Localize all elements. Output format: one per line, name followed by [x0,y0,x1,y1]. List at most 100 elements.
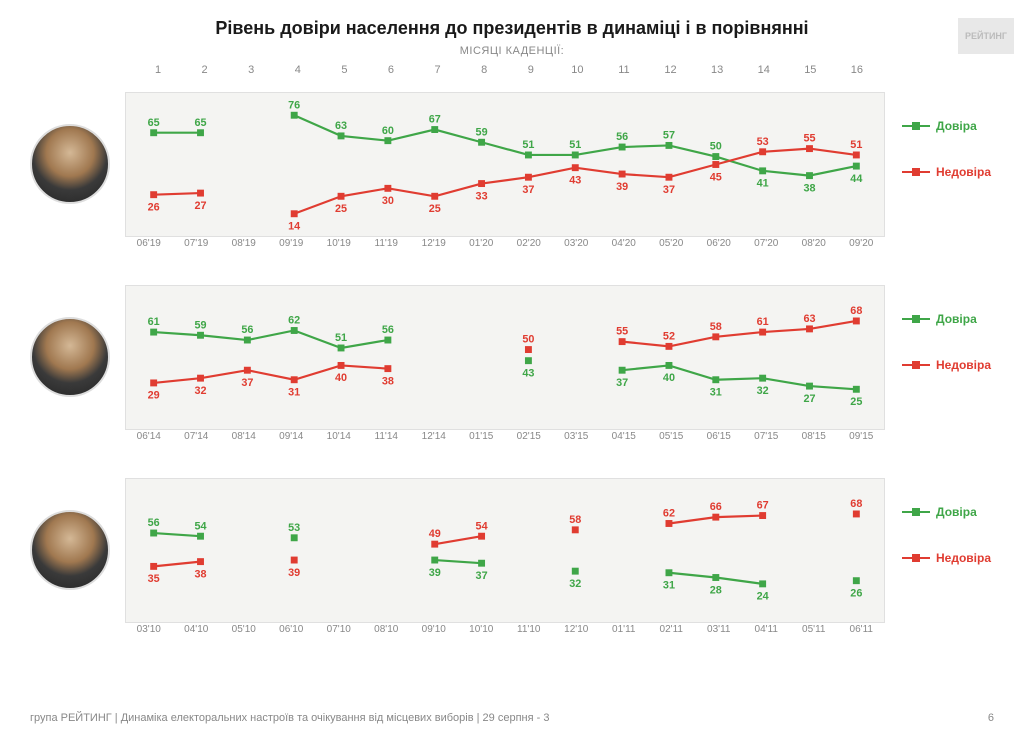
svg-text:40: 40 [335,372,347,384]
x-axis-labels: 03'1004'1005'1006'1007'1008'1009'1010'10… [125,624,885,635]
svg-text:51: 51 [850,139,862,151]
legend-distrust: Недовіра [902,358,1012,372]
x-tick-label: 03'15 [553,431,601,442]
x-tick-label: 04'11 [743,624,791,635]
svg-text:37: 37 [663,184,675,196]
svg-text:56: 56 [241,324,253,336]
x-tick-label: 07'14 [173,431,221,442]
x-tick-label: 11'19 [363,238,411,249]
month-number: 16 [834,64,880,76]
svg-text:56: 56 [148,517,160,529]
chart-subtitle: МІСЯЦІ КАДЕНЦІЇ: [0,45,1024,57]
svg-text:68: 68 [850,498,862,510]
legend-distrust-label: Недовіра [936,165,991,179]
svg-text:32: 32 [569,578,581,590]
legend: Довіра Недовіра [902,312,1012,404]
legend-marker-icon [902,364,930,366]
svg-text:31: 31 [710,387,722,399]
legend-trust: Довіра [902,119,1012,133]
legend-marker-icon [902,171,930,173]
month-number: 12 [648,64,694,76]
legend-distrust-label: Недовіра [936,551,991,565]
svg-text:14: 14 [288,221,300,233]
svg-text:37: 37 [476,570,488,582]
svg-text:32: 32 [194,385,206,397]
svg-text:55: 55 [616,326,628,338]
month-number-row: 12345678910111213141516 [135,64,880,76]
x-tick-label: 02'20 [505,238,553,249]
footer-left: група РЕЙТИНГ | Динаміка електоральних н… [30,712,549,724]
month-number: 6 [368,64,414,76]
x-tick-label: 01'15 [458,431,506,442]
chart-svg: 6565766360675951515657504138442627142530… [126,93,884,236]
svg-text:61: 61 [757,316,769,328]
legend-trust-label: Довіра [936,505,977,519]
x-tick-label: 08'14 [220,431,268,442]
svg-text:26: 26 [148,201,160,213]
x-tick-label: 08'19 [220,238,268,249]
x-tick-label: 05'10 [220,624,268,635]
x-tick-label: 07'20 [743,238,791,249]
month-number: 7 [415,64,461,76]
svg-text:39: 39 [429,567,441,579]
svg-text:38: 38 [803,182,815,194]
svg-text:67: 67 [757,500,769,512]
svg-text:65: 65 [194,117,206,129]
svg-text:76: 76 [288,99,300,111]
svg-text:37: 37 [241,377,253,389]
svg-text:59: 59 [194,319,206,331]
x-tick-label: 06'20 [695,238,743,249]
legend-trust-label: Довіра [936,312,977,326]
month-number: 8 [461,64,507,76]
x-tick-label: 12'14 [410,431,458,442]
month-number: 15 [787,64,833,76]
x-tick-label: 05'11 [790,624,838,635]
svg-text:54: 54 [476,520,488,532]
legend: Довіра Недовіра [902,119,1012,211]
svg-text:45: 45 [710,171,722,183]
month-number: 4 [275,64,321,76]
svg-text:40: 40 [663,372,675,384]
x-tick-label: 11'10 [505,624,553,635]
legend-trust-label: Довіра [936,119,977,133]
svg-text:58: 58 [569,514,581,526]
president-avatar [30,510,110,590]
svg-text:39: 39 [616,181,628,193]
svg-text:31: 31 [663,580,675,592]
svg-text:29: 29 [148,390,160,402]
legend-marker-icon [902,511,930,513]
x-tick-label: 09'20 [838,238,886,249]
legend: Довіра Недовіра [902,505,1012,597]
svg-text:31: 31 [288,387,300,399]
footer-right: 6 [988,712,994,724]
svg-text:39: 39 [288,567,300,579]
president-avatar [30,317,110,397]
svg-text:55: 55 [803,133,815,145]
svg-text:25: 25 [335,203,347,215]
x-tick-label: 03'20 [553,238,601,249]
svg-text:59: 59 [476,126,488,138]
x-tick-label: 04'10 [173,624,221,635]
svg-text:44: 44 [850,173,862,185]
svg-text:62: 62 [288,315,300,327]
svg-text:57: 57 [663,130,675,142]
svg-text:67: 67 [429,114,441,126]
svg-text:63: 63 [803,313,815,325]
x-tick-label: 09'15 [838,431,886,442]
legend-marker-icon [902,318,930,320]
x-tick-label: 09'14 [268,431,316,442]
svg-text:33: 33 [476,190,488,202]
x-axis-labels: 06'1407'1408'1409'1410'1411'1412'1401'15… [125,431,885,442]
x-tick-label: 03'11 [695,624,743,635]
x-tick-label: 12'10 [553,624,601,635]
month-number: 1 [135,64,181,76]
x-tick-label: 07'19 [173,238,221,249]
chart-row: 6159566251564337403132272529323731403850… [0,277,1024,462]
svg-text:60: 60 [382,125,394,137]
x-tick-label: 01'20 [458,238,506,249]
x-tick-label: 06'15 [695,431,743,442]
legend-distrust-label: Недовіра [936,358,991,372]
svg-text:38: 38 [382,375,394,387]
svg-text:51: 51 [569,139,581,151]
x-tick-label: 03'10 [125,624,173,635]
